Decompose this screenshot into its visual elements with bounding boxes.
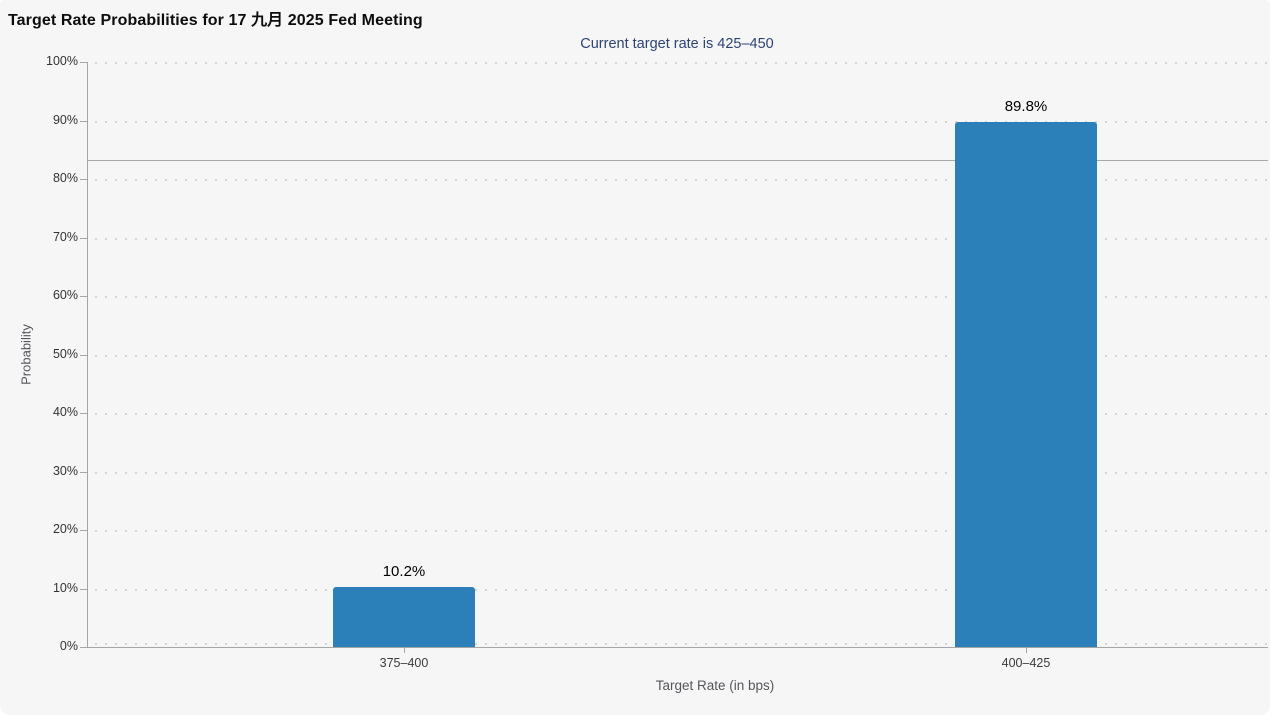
- gridline-0%: [95, 643, 1268, 645]
- y-tick-label: 60%: [52, 288, 78, 302]
- y-tick-label: 10%: [52, 581, 78, 595]
- y-axis-line: [87, 62, 88, 647]
- bar-value-label: 89.8%: [1004, 98, 1048, 115]
- gridline-60%: [95, 296, 1268, 298]
- x-tick-label: 400–425: [1001, 656, 1051, 670]
- y-axis-title: Probability: [18, 324, 34, 385]
- probability-bar-400–425[interactable]: [955, 122, 1097, 647]
- y-tick-mark: [80, 179, 87, 180]
- gridline-50%: [95, 355, 1268, 357]
- chart-subtitle: Current target rate is 425–450: [580, 36, 774, 52]
- bar-value-label: 10.2%: [382, 563, 426, 580]
- chart-title: Target Rate Probabilities for 17 九月 2025…: [8, 12, 423, 29]
- y-tick-label: 40%: [52, 405, 78, 419]
- y-tick-mark: [80, 413, 87, 414]
- x-axis-line: [87, 647, 1268, 648]
- y-tick-label: 50%: [52, 347, 78, 361]
- gridline-80%: [95, 179, 1268, 181]
- y-tick-mark: [80, 296, 87, 297]
- gridline-40%: [95, 413, 1268, 415]
- y-tick-mark: [80, 62, 87, 63]
- y-tick-label: 100%: [46, 54, 78, 68]
- y-tick-label: 90%: [52, 113, 78, 127]
- gridline-30%: [95, 472, 1268, 474]
- y-tick-label: 0%: [59, 639, 78, 653]
- reference-line: [88, 160, 1268, 161]
- y-tick-label: 30%: [52, 464, 78, 478]
- y-tick-mark: [80, 530, 87, 531]
- y-tick-label: 80%: [52, 171, 78, 185]
- x-tick-mark: [404, 647, 405, 653]
- gridline-20%: [95, 530, 1268, 532]
- gridline-10%: [95, 589, 1268, 591]
- y-tick-label: 70%: [52, 230, 78, 244]
- gridline-100%: [95, 62, 1268, 64]
- gridline-90%: [95, 121, 1268, 123]
- x-tick-label: 375–400: [379, 656, 429, 670]
- probability-bar-375–400[interactable]: [333, 587, 475, 647]
- y-tick-label: 20%: [52, 522, 78, 536]
- x-tick-mark: [1026, 647, 1027, 653]
- y-tick-mark: [80, 589, 87, 590]
- gridline-70%: [95, 238, 1268, 240]
- x-axis-title: Target Rate (in bps): [655, 678, 775, 693]
- y-tick-mark: [80, 647, 87, 648]
- y-tick-mark: [80, 472, 87, 473]
- y-tick-mark: [80, 121, 87, 122]
- y-tick-mark: [80, 355, 87, 356]
- y-tick-mark: [80, 238, 87, 239]
